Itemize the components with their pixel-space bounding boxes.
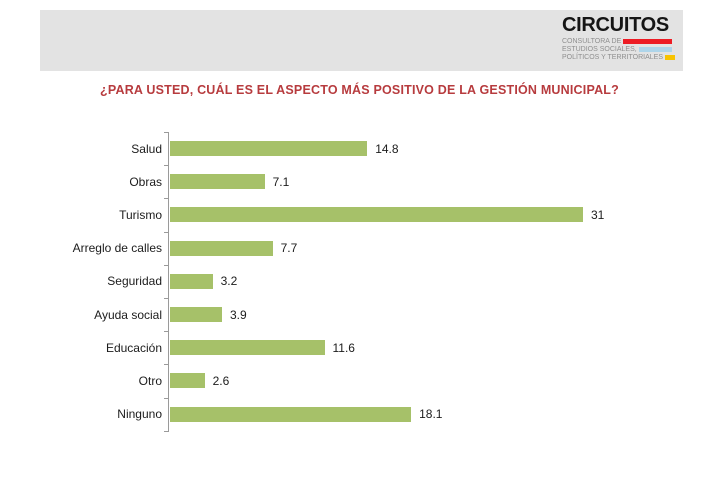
chart-row: Arreglo de calles 7.7: [58, 232, 668, 265]
category-label: Otro: [138, 373, 162, 388]
category-label: Salud: [131, 141, 162, 156]
bar-area: 2.6: [168, 373, 668, 389]
logo-tagline-text: POLÍTICOS Y TERRITORIALES: [562, 54, 664, 61]
value-label: 14.8: [375, 141, 399, 156]
logo-tagline-row: POLÍTICOS Y TERRITORIALES: [562, 54, 676, 61]
category-label: Ayuda social: [94, 307, 162, 322]
bar: [170, 141, 368, 157]
bar: [170, 406, 412, 422]
axis-tick: [164, 331, 169, 333]
axis-tick: [164, 231, 169, 233]
bar-area: 7.7: [168, 240, 668, 256]
value-label: 7.1: [272, 174, 290, 189]
bar-chart: Salud 14.8 Obras 7.1 Turismo 31 Arreglo de cal…: [58, 132, 668, 432]
bar-area: 11.6: [168, 340, 668, 356]
bar-area: 3.2: [168, 273, 668, 289]
bar: [170, 340, 325, 356]
chart-row: Seguridad 3.2: [58, 265, 668, 298]
axis-tick: [164, 264, 169, 266]
chart-row: Ninguno 18.1: [58, 398, 668, 431]
chart-row: Educación 11.6: [58, 331, 668, 364]
bar: [170, 207, 583, 223]
logo-color-bar: [665, 55, 676, 60]
bar-area: 14.8: [168, 141, 668, 157]
bar: [170, 240, 273, 256]
bar-area: 3.9: [168, 307, 668, 323]
bar-area: 7.1: [168, 174, 668, 190]
chart-row: Turismo 31: [58, 198, 668, 231]
category-label: Obras: [129, 174, 162, 189]
axis-tick: [164, 364, 169, 366]
header-band: CIRCUITOS CONSULTORA DE ESTUDIOS SOCIALES…: [40, 10, 683, 71]
chart-rows: Salud 14.8 Obras 7.1 Turismo 31 Arreglo de cal…: [58, 132, 668, 431]
logo-tagline-row: ESTUDIOS SOCIALES,: [562, 46, 672, 53]
axis-tick: [164, 198, 169, 200]
category-label: Ninguno: [117, 407, 162, 422]
logo-title: CIRCUITOS: [562, 14, 669, 36]
bar: [170, 273, 213, 289]
bar: [170, 373, 205, 389]
logo-color-bar: [623, 39, 672, 44]
category-label: Educación: [105, 340, 162, 355]
logo-tagline-text: ESTUDIOS SOCIALES,: [562, 46, 637, 53]
chart-axis: [168, 132, 169, 431]
category-label: Turismo: [119, 207, 162, 222]
axis-tick: [164, 165, 169, 167]
value-label: 7.7: [280, 241, 298, 256]
category-label: Arreglo de calles: [72, 241, 162, 256]
value-label: 2.6: [212, 373, 230, 388]
axis-tick: [164, 298, 169, 299]
axis-tick: [164, 132, 169, 133]
chart-row: Ayuda social 3.9: [58, 298, 668, 331]
value-label: 3.2: [220, 274, 238, 289]
axis-tick: [164, 397, 169, 399]
bar-area: 18.1: [168, 406, 668, 422]
chart-title: ¿PARA USTED, CUÁL ES EL ASPECTO MÁS POSI…: [100, 83, 619, 97]
bar: [170, 307, 222, 323]
logo-tagline-text: CONSULTORA DE: [562, 38, 622, 45]
chart-row: Otro 2.6: [58, 364, 668, 397]
bar: [170, 174, 265, 190]
value-label: 31: [591, 207, 605, 222]
axis-tick: [164, 430, 169, 432]
value-label: 18.1: [419, 407, 443, 422]
category-label: Seguridad: [107, 274, 162, 289]
logo-color-bar: [638, 47, 672, 52]
value-label: 3.9: [230, 307, 247, 322]
value-label: 11.6: [332, 340, 355, 355]
bar-area: 31: [168, 207, 668, 223]
chart-row: Salud 14.8: [58, 132, 668, 165]
logo-tagline-row: CONSULTORA DE: [562, 38, 672, 45]
chart-row: Obras 7.1: [58, 165, 668, 198]
logo-taglines: CONSULTORA DE ESTUDIOS SOCIALES, POLÍTICOS…: [562, 38, 676, 61]
logo: CIRCUITOS CONSULTORA DE ESTUDIOS SOCIALES…: [562, 14, 676, 61]
